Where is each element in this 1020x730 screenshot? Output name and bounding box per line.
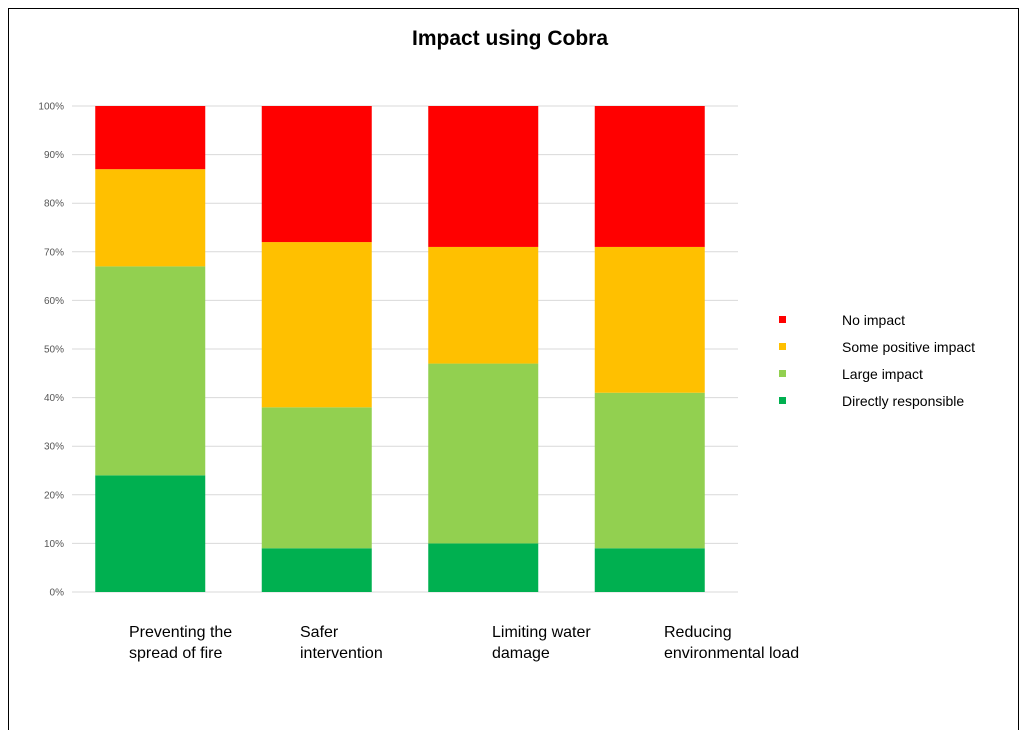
y-tick-label: 40% <box>44 393 64 404</box>
x-category-line: Safer <box>300 624 339 641</box>
y-tick-label: 50% <box>44 345 64 356</box>
y-tick-label: 90% <box>44 150 64 161</box>
legend-swatch <box>779 397 786 404</box>
legend-label: No impact <box>842 312 905 328</box>
y-tick-label: 80% <box>44 199 64 210</box>
legend-label: Some positive impact <box>842 339 975 355</box>
bar-segment <box>261 548 372 592</box>
y-tick-label: 0% <box>50 588 65 599</box>
chart-frame <box>8 8 1019 730</box>
bar-segment <box>594 548 705 592</box>
x-category-line: environmental load <box>664 645 800 662</box>
y-tick-label: 10% <box>44 539 64 550</box>
x-category-line: Preventing the <box>129 624 233 641</box>
bar-segment <box>261 407 372 549</box>
bar-segment <box>261 242 372 408</box>
bar-segment <box>428 363 539 544</box>
legend-swatch <box>779 316 786 323</box>
legend-label: Directly responsible <box>842 393 964 409</box>
legend-label: Large impact <box>842 366 923 382</box>
legend: No impact Some positive impact Large impac… <box>779 312 975 409</box>
y-tick-label: 60% <box>44 296 64 307</box>
x-category-line: Limiting water <box>492 624 591 641</box>
x-category-line: Reducing <box>664 624 732 641</box>
x-category-line: damage <box>492 645 550 662</box>
bar-segment <box>594 106 705 247</box>
x-category-line: intervention <box>300 645 383 662</box>
x-category-label: Reducing environmental load <box>664 622 799 664</box>
y-tick-label: 70% <box>44 247 64 258</box>
bar-segment <box>428 106 539 247</box>
bar-segment <box>95 169 206 267</box>
legend-swatch <box>779 343 786 350</box>
bar-segment <box>95 475 206 592</box>
x-category-label: Limiting water damage <box>492 622 591 664</box>
x-category-label: Safer intervention <box>300 622 383 664</box>
x-category-label: Preventing the spread of fire <box>129 622 232 664</box>
y-tick-label: 100% <box>38 102 64 113</box>
y-tick-label: 20% <box>44 490 64 501</box>
legend-swatch <box>779 370 786 377</box>
y-tick-label: 30% <box>44 442 64 453</box>
bar-segment <box>594 246 705 393</box>
y-axis-ticks: 0% 10% 20% 30% 40% 50% 60% 70% 80% 90% 100% <box>38 102 64 599</box>
bar-segment <box>428 246 539 364</box>
bar-segment <box>95 106 206 170</box>
x-category-line: spread of fire <box>129 645 223 662</box>
bars <box>95 106 705 592</box>
bar-segment <box>428 543 539 592</box>
chart-title: Impact using Cobra <box>411 27 609 50</box>
bar-segment <box>95 266 206 476</box>
bar-segment <box>594 392 705 549</box>
bar-segment <box>261 106 372 243</box>
